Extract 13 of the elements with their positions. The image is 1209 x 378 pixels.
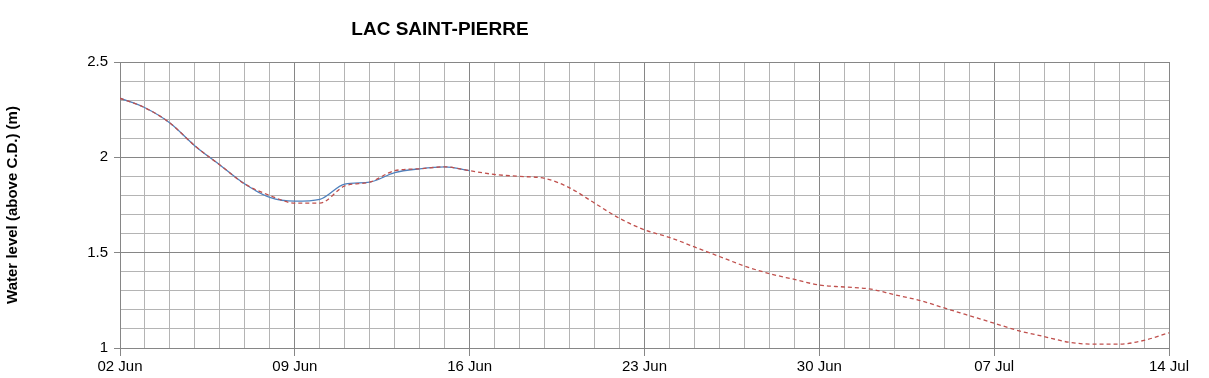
x-tick-label: 30 Jun xyxy=(796,357,842,375)
x-tick-label: 02 Jun xyxy=(97,357,143,375)
x-tick-label: 14 Jul xyxy=(1148,357,1190,375)
chart-title: LAC SAINT-PIERRE xyxy=(350,18,530,40)
x-tick-label: 16 Jun xyxy=(447,357,493,375)
x-tick-label: 09 Jun xyxy=(272,357,318,375)
x-tick-label: 07 Jul xyxy=(974,357,1015,375)
y-tick-label: 1.5 xyxy=(87,242,108,260)
x-tick-label: 23 Jun xyxy=(621,357,668,375)
y-tick-label: 1 xyxy=(99,338,108,356)
y-tick-label: 2 xyxy=(99,147,108,165)
y-tick-label: 2.5 xyxy=(87,52,108,70)
y-axis-title: Water level (above C.D.) (m) xyxy=(3,106,21,304)
